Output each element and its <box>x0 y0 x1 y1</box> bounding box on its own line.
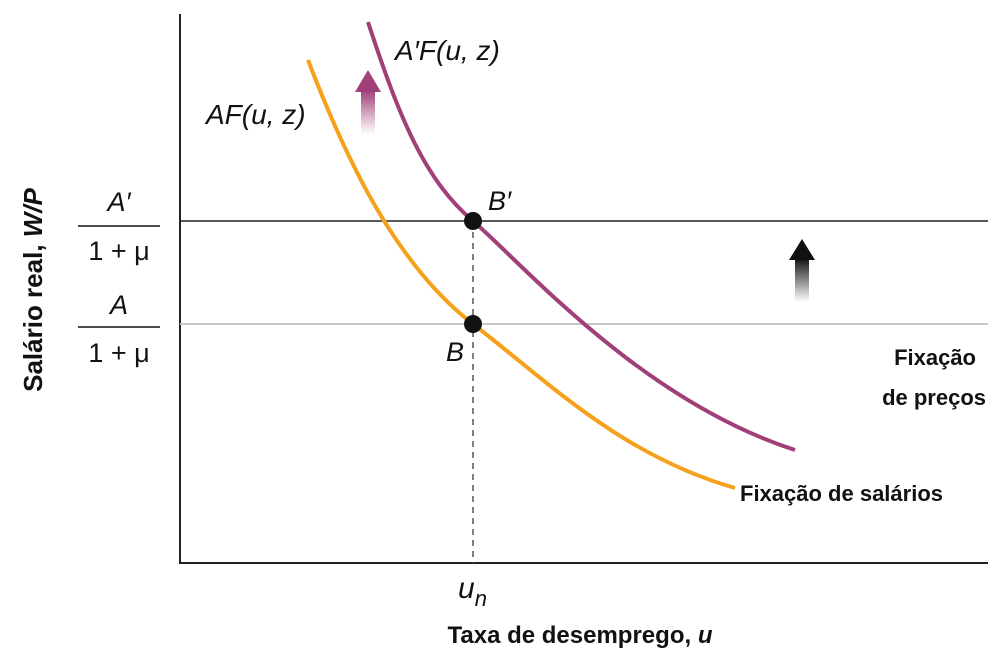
x-axis-title: Taxa de desemprego, u <box>448 622 713 649</box>
point-b-upper <box>464 212 482 230</box>
level-label-upper: A′ 1 + μ <box>78 187 160 266</box>
wage-setting-label: Fixação de salários <box>740 481 943 506</box>
curve-label-original: AF(u, z) <box>204 99 306 130</box>
level-lower-numerator: A <box>108 290 128 320</box>
point-b <box>464 315 482 333</box>
price-shift-arrow-icon <box>789 239 815 302</box>
x-tick-sub: n <box>475 586 487 611</box>
wage-setting-curve-shifted <box>366 21 796 452</box>
y-axis-title-var: W/P <box>18 187 48 237</box>
x-tick-base: u <box>458 572 475 605</box>
curve-label-shifted: A′F(u, z) <box>393 35 500 66</box>
price-setting-label-line2: de preços <box>882 385 986 410</box>
point-label-upper: B′ <box>488 186 512 216</box>
y-axis-title-text: Salário real, <box>18 237 48 392</box>
x-axis-title-text: Taxa de desemprego, <box>448 622 698 649</box>
level-label-lower: A 1 + μ <box>78 290 160 368</box>
point-label-lower: B <box>446 337 464 367</box>
level-upper-numerator: A′ <box>105 187 131 217</box>
x-tick-natural-rate: un <box>458 572 487 611</box>
shift-arrow-icon <box>355 70 381 134</box>
y-axis-title: Salário real, W/P <box>18 187 48 391</box>
x-axis-title-var: u <box>698 622 713 649</box>
price-setting-label-line1: Fixação <box>894 345 976 370</box>
level-lower-denominator: 1 + μ <box>88 338 149 368</box>
level-upper-denominator: 1 + μ <box>88 236 149 266</box>
